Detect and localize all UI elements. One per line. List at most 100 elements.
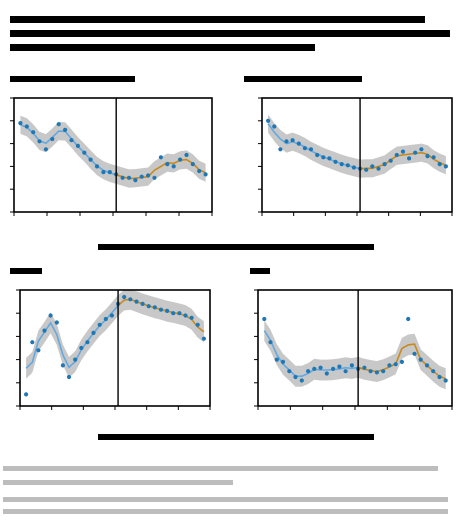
data-point	[349, 363, 354, 368]
data-point	[109, 313, 114, 318]
data-point	[42, 328, 47, 333]
data-point	[48, 313, 53, 318]
fit-line-pre	[267, 123, 361, 170]
title-line-2	[10, 30, 450, 37]
data-point	[388, 158, 393, 163]
data-point	[368, 369, 373, 374]
data-point	[418, 357, 423, 362]
data-point	[296, 141, 301, 146]
data-point	[133, 178, 138, 183]
data-point	[312, 366, 317, 371]
panel-header-top-left	[10, 76, 135, 82]
panel-header-bottom-left	[10, 268, 42, 274]
panel-header-bottom-right	[250, 268, 270, 274]
data-point	[299, 378, 304, 383]
data-point	[195, 322, 200, 327]
data-point	[290, 138, 295, 143]
data-point	[318, 365, 323, 370]
title-line-3	[10, 44, 315, 51]
data-point	[184, 152, 189, 158]
data-point	[437, 162, 442, 167]
data-point	[36, 348, 41, 353]
data-point	[203, 172, 208, 177]
data-point	[274, 357, 279, 362]
data-point	[324, 371, 329, 376]
data-point	[302, 146, 307, 151]
data-point	[94, 164, 100, 169]
data-point	[278, 147, 283, 152]
data-point	[287, 369, 292, 374]
data-point	[382, 162, 387, 167]
data-point	[370, 164, 375, 169]
ci-band	[20, 115, 206, 188]
data-point	[56, 122, 61, 127]
data-point	[407, 156, 412, 161]
data-point	[134, 299, 139, 304]
data-point	[376, 166, 381, 171]
panel-bottom-right	[254, 289, 453, 410]
caption-line-2	[3, 480, 233, 485]
data-point	[37, 139, 42, 144]
data-point	[88, 157, 93, 162]
data-point	[339, 162, 344, 167]
data-point	[107, 170, 112, 175]
data-point	[321, 155, 326, 160]
data-point	[85, 340, 90, 345]
panel-top-left	[10, 97, 213, 216]
data-point	[97, 322, 102, 327]
data-point	[333, 159, 338, 164]
fit-line-pre	[20, 124, 117, 176]
data-point	[364, 167, 369, 172]
data-point	[165, 308, 170, 313]
data-point	[139, 174, 144, 179]
data-point	[146, 173, 151, 178]
panel-bottom-left	[16, 289, 211, 410]
data-point	[284, 139, 289, 144]
xlabel-top-row	[98, 244, 374, 250]
data-point	[50, 136, 55, 142]
data-point	[393, 362, 398, 367]
data-point	[419, 147, 424, 152]
data-point	[79, 345, 84, 351]
data-point	[431, 369, 436, 374]
ci-band	[268, 114, 446, 178]
data-point	[306, 369, 311, 374]
data-point	[66, 374, 72, 380]
data-point	[201, 336, 206, 341]
data-point	[272, 124, 277, 129]
ci-band	[26, 290, 204, 379]
xlabel-bottom-row	[98, 434, 374, 440]
data-point	[266, 118, 271, 123]
data-point	[189, 315, 194, 320]
caption-line-4	[3, 509, 448, 514]
caption-line-3	[3, 497, 448, 502]
data-point	[120, 175, 125, 180]
data-point	[158, 307, 164, 312]
data-point	[24, 392, 29, 397]
title-line-1	[10, 16, 425, 23]
data-point	[122, 294, 127, 300]
data-point	[431, 155, 436, 160]
data-point	[75, 143, 80, 148]
data-point	[443, 378, 448, 383]
data-point	[171, 311, 176, 316]
data-point	[443, 164, 448, 169]
data-point	[374, 370, 379, 375]
fit-line-post	[357, 343, 446, 380]
fit-line-pre	[25, 304, 119, 369]
data-point	[424, 363, 430, 368]
data-point	[63, 127, 68, 132]
data-point	[128, 297, 133, 302]
data-point	[337, 364, 342, 369]
data-point	[381, 369, 386, 374]
data-point	[327, 156, 332, 161]
data-point	[178, 157, 183, 162]
data-point	[82, 150, 87, 155]
data-point	[387, 363, 392, 368]
data-point	[69, 138, 74, 143]
data-point	[315, 152, 320, 158]
data-point	[24, 124, 29, 129]
data-point	[345, 163, 350, 168]
data-point	[437, 374, 442, 380]
